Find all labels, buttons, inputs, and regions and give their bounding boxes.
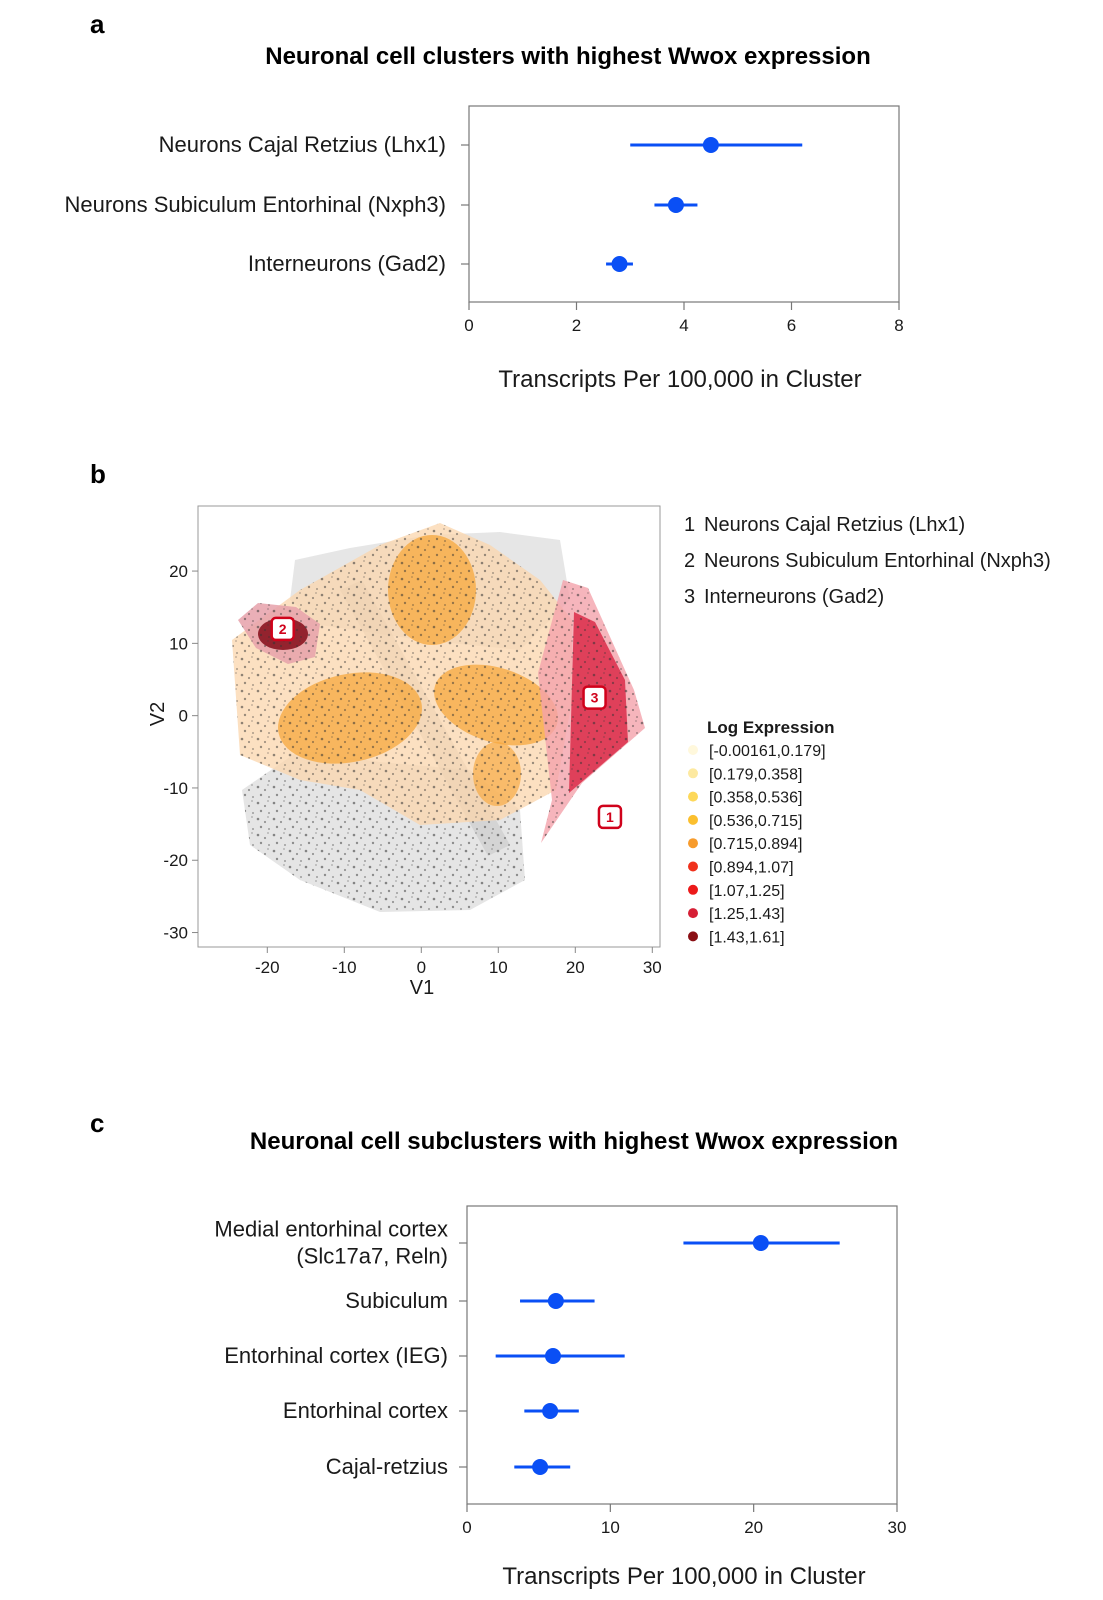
x-tick-label: 4 xyxy=(679,316,688,335)
category-label: (Slc17a7, Reln) xyxy=(296,1244,448,1269)
data-point xyxy=(702,137,719,153)
tsne-y-tick-label: -20 xyxy=(163,851,188,870)
log-expression-legend-swatch xyxy=(688,931,698,942)
log-expression-legend-swatch xyxy=(688,861,698,872)
panel-label-b: b xyxy=(90,459,106,489)
x-tick-label: 8 xyxy=(894,316,903,335)
log-expression-legend-swatch xyxy=(688,884,698,895)
panel-label-c: c xyxy=(90,1108,104,1138)
tsne-x-tick-label: -20 xyxy=(255,958,280,977)
tsne-y-tick-label: 10 xyxy=(169,634,188,653)
cluster-legend-name: Neurons Subiculum Entorhinal (Nxph3) xyxy=(704,550,1051,572)
cluster-legend-number: 3 xyxy=(684,586,695,608)
log-expression-legend-label: [1.43,1.61] xyxy=(709,929,785,946)
category-label: Subiculum xyxy=(345,1288,448,1313)
tsne-xlabel: V1 xyxy=(410,977,434,999)
data-point xyxy=(532,1459,549,1475)
chart-c-plot-frame xyxy=(466,1205,898,1505)
data-point xyxy=(752,1235,769,1251)
data-point xyxy=(611,256,628,272)
chart-a-xlabel: Transcripts Per 100,000 in Cluster xyxy=(498,366,861,393)
cluster-legend-number: 1 xyxy=(684,514,695,536)
category-label: Cajal-retzius xyxy=(326,1454,448,1479)
cluster-marker-box xyxy=(582,685,607,710)
log-expression-legend-swatch xyxy=(688,814,698,825)
log-expression-legend-swatch xyxy=(688,768,698,779)
chart-c-title: Neuronal cell subclusters with highest W… xyxy=(250,1128,898,1155)
category-label: Entorhinal cortex (IEG) xyxy=(224,1343,448,1368)
tsne-y-tick-label: 20 xyxy=(169,562,188,581)
log-expression-legend-label: [0.179,0.358] xyxy=(709,766,802,783)
category-label: Interneurons (Gad2) xyxy=(248,251,446,276)
cluster-marker-label: 2 xyxy=(279,621,287,637)
cluster-legend-name: Neurons Cajal Retzius (Lhx1) xyxy=(704,514,965,536)
log-expression-legend-label: [1.07,1.25] xyxy=(709,883,785,900)
cluster-marker-box xyxy=(597,804,623,830)
x-tick-label: 10 xyxy=(601,1518,620,1537)
category-label: Neurons Cajal Retzius (Lhx1) xyxy=(159,132,446,157)
x-tick-label: 30 xyxy=(888,1518,907,1537)
x-tick-label: 6 xyxy=(787,316,796,335)
category-label: Neurons Subiculum Entorhinal (Nxph3) xyxy=(64,192,446,217)
tsne-x-tick-label: 30 xyxy=(643,958,662,977)
data-point xyxy=(667,197,684,213)
cluster-marker-label: 1 xyxy=(606,809,614,825)
category-label: Medial entorhinal cortex xyxy=(214,1217,448,1242)
log-expression-legend-label: [0.715,0.894] xyxy=(709,836,802,853)
log-expression-legend-swatch xyxy=(688,838,698,849)
x-tick-label: 2 xyxy=(572,316,581,335)
chart-c-xlabel: Transcripts Per 100,000 in Cluster xyxy=(502,1563,865,1590)
x-tick-label: 0 xyxy=(464,316,473,335)
cluster-marker-label: 3 xyxy=(591,690,599,706)
log-expression-legend-label: [0.894,1.07] xyxy=(709,860,794,877)
log-expression-legend-swatch xyxy=(688,908,698,919)
log-expression-legend-label: [0.536,0.715] xyxy=(709,813,802,830)
cluster-marker-box xyxy=(270,616,295,642)
chart-c: Neuronal cell subclusters with highest W… xyxy=(214,1128,906,1590)
category-label: Entorhinal cortex xyxy=(283,1398,448,1423)
tsne-y-tick-label: 0 xyxy=(179,707,188,726)
log-expression-legend-title: Log Expression xyxy=(707,718,835,737)
data-point xyxy=(545,1348,561,1364)
data-point xyxy=(547,1293,564,1309)
chart-a-title: Neuronal cell clusters with highest Wwox… xyxy=(265,43,870,70)
log-expression-legend-label: [-0.00161,0.179] xyxy=(709,743,826,760)
log-expression-legend-swatch xyxy=(688,745,698,755)
x-tick-label: 20 xyxy=(744,1518,763,1537)
cluster-legend-number: 2 xyxy=(684,550,695,572)
data-point xyxy=(542,1403,559,1419)
tsne-x-tick-label: 10 xyxy=(489,958,508,977)
cluster-legend-name: Interneurons (Gad2) xyxy=(704,586,884,608)
panel-label-a: a xyxy=(90,9,105,39)
log-expression-legend-label: [0.358,0.536] xyxy=(709,790,802,807)
tsne-x-tick-label: -10 xyxy=(332,958,357,977)
log-expression-legend-label: [1.25,1.43] xyxy=(709,906,785,923)
log-expression-legend-swatch xyxy=(688,791,698,802)
tsne-points xyxy=(232,523,645,912)
x-tick-label: 0 xyxy=(462,1518,471,1537)
chart-a: Neuronal cell clusters with highest Wwox… xyxy=(64,43,903,393)
tsne-x-tick-label: 0 xyxy=(417,958,426,977)
tsne-ylabel: V2 xyxy=(147,702,169,726)
tsne-y-tick-label: -30 xyxy=(163,924,188,943)
tsne-y-tick-label: -10 xyxy=(163,779,188,798)
tsne-x-tick-label: 20 xyxy=(566,958,585,977)
